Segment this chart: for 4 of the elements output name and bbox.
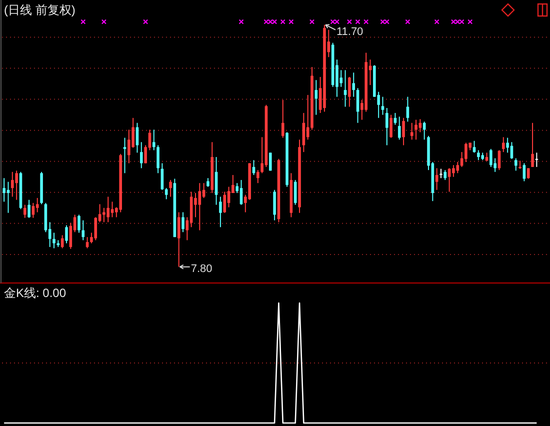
annotation: 7.80 xyxy=(190,262,212,275)
chart-title: 金K线: 0.00 xyxy=(4,286,66,300)
annotation: 11.70 xyxy=(336,26,364,38)
chart-title: (日线 前复权) xyxy=(4,3,76,17)
